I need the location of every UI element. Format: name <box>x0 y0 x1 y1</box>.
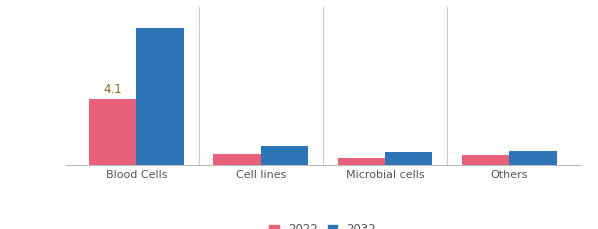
Bar <box>338 158 385 165</box>
Legend: 2022, 2032: 2022, 2032 <box>265 219 381 229</box>
Bar <box>261 146 308 165</box>
Bar <box>89 99 136 165</box>
Bar <box>385 152 432 165</box>
Text: 4.1: 4.1 <box>103 83 122 96</box>
Bar <box>213 154 261 165</box>
Bar <box>136 28 184 165</box>
Bar <box>462 155 509 165</box>
Bar <box>509 151 557 165</box>
